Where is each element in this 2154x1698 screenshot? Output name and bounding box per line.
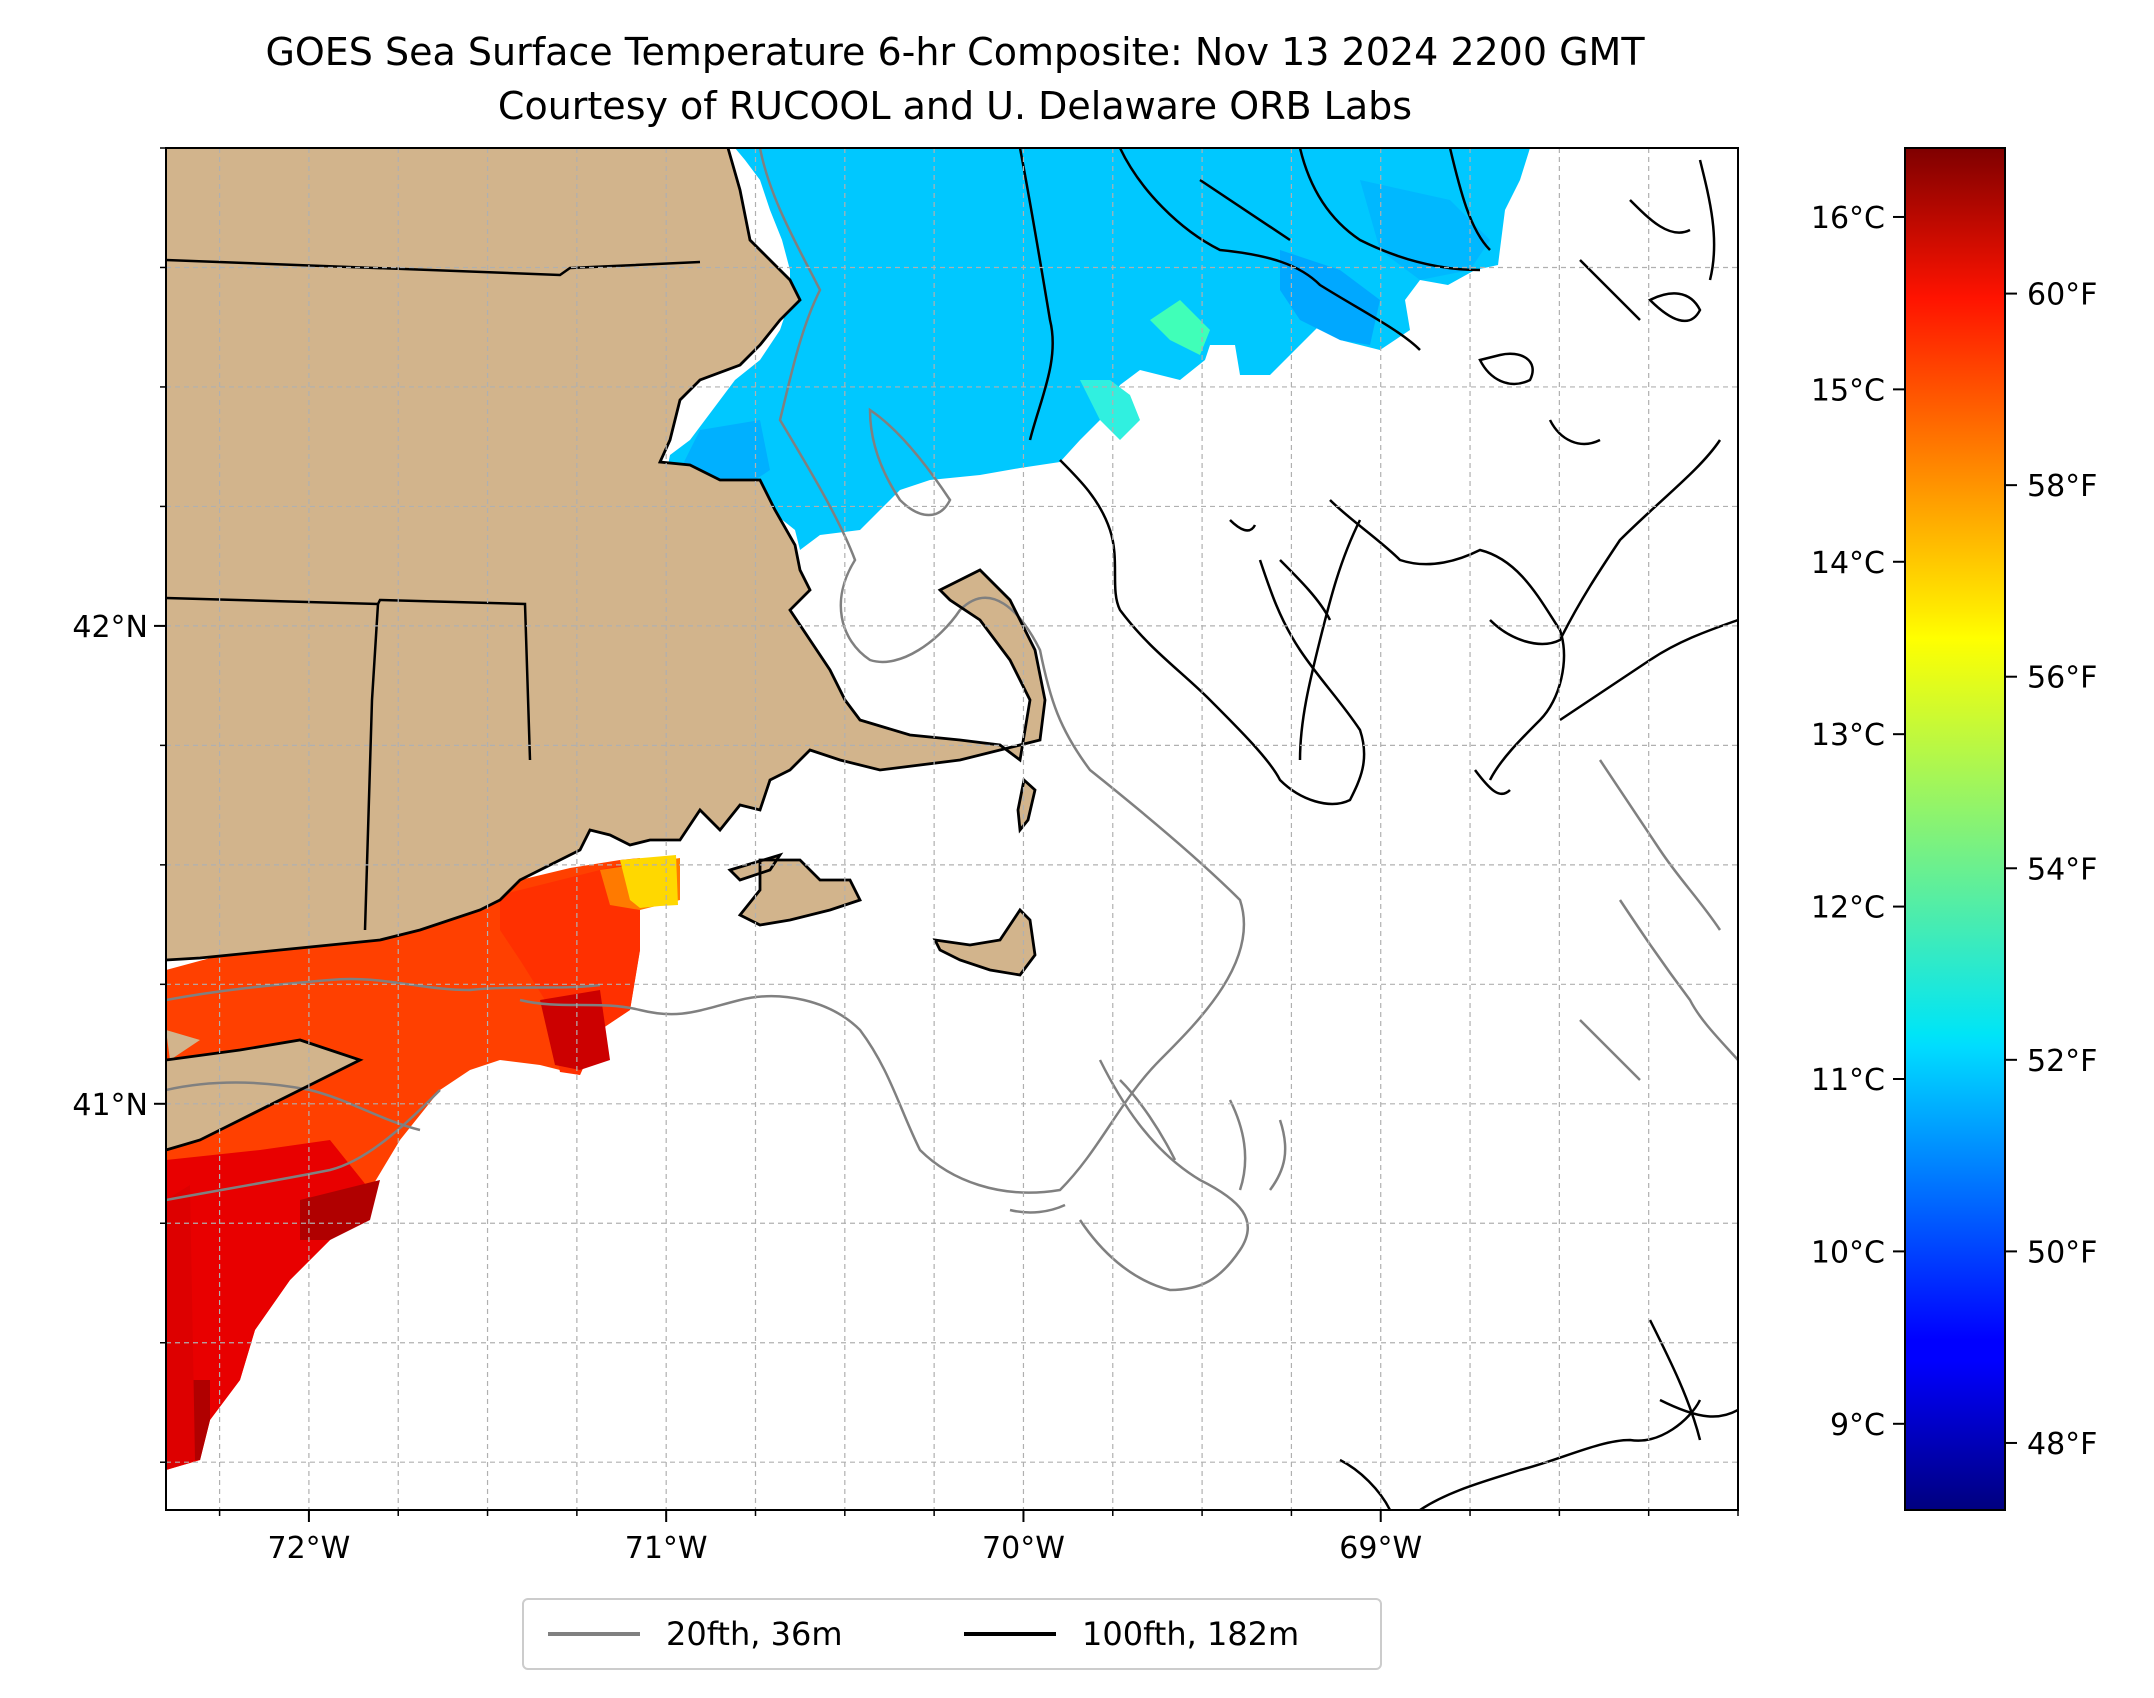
colorbar-celsius-label: 15°C <box>1811 373 1885 408</box>
colorbar-celsius-label: 10°C <box>1811 1235 1885 1270</box>
isobath-legend: 20fth, 36m 100fth, 182m <box>522 1598 1382 1670</box>
isobath-100fth-lines <box>166 148 1738 1510</box>
colorbar-fahrenheit-label: 50°F <box>2027 1235 2097 1270</box>
map-axis-ticks: 72°W 71°W 70°W 69°W 42°N 41°N <box>72 147 1739 1566</box>
legend-item-100fth: 100fth, 182m <box>964 1612 1299 1656</box>
chart-subtitle: Courtesy of RUCOOL and U. Delaware ORB L… <box>497 84 1413 128</box>
colorbar-celsius-label: 14°C <box>1811 546 1885 581</box>
colorbar-celsius-label: 9°C <box>1830 1408 1885 1443</box>
temperature-colorbar: 9°C 10°C 11°C 12°C 13°C 14°C 15°C 16°C 48°F 50°F… <box>1811 147 2097 1511</box>
colorbar-celsius-label: 11°C <box>1811 1063 1885 1098</box>
colorbar-fahrenheit-label: 60°F <box>2027 278 2097 313</box>
colorbar-fahrenheit-label: 54°F <box>2027 852 2097 887</box>
lon-tick-label: 69°W <box>1339 1531 1422 1566</box>
colorbar-fahrenheit-label: 58°F <box>2027 469 2097 504</box>
colorbar-celsius-label: 16°C <box>1811 201 1885 236</box>
map-plot-area <box>166 148 1738 1510</box>
colorbar-celsius-ticks: 9°C 10°C 11°C 12°C 13°C 14°C 15°C 16°C <box>1811 201 1905 1443</box>
chart-title: GOES Sea Surface Temperature 6-hr Compos… <box>265 30 1645 74</box>
colorbar-fahrenheit-label: 52°F <box>2027 1044 2097 1079</box>
lat-tick-label: 42°N <box>72 610 148 645</box>
isobath-20fth-lines <box>166 148 1738 1292</box>
map-frame <box>165 147 1739 1511</box>
lon-tick-label: 70°W <box>982 1531 1065 1566</box>
sst-patch-gulf-of-maine <box>665 148 1530 550</box>
colorbar-fahrenheit-ticks: 48°F 50°F 52°F 54°F 56°F 58°F 60°F <box>2005 278 2097 1462</box>
colorbar-celsius-label: 13°C <box>1811 718 1885 753</box>
legend-label-20fth: 20fth, 36m <box>666 1615 843 1653</box>
graticule-gridlines <box>166 148 1738 1510</box>
legend-item-20fth: 20fth, 36m <box>548 1612 842 1656</box>
sst-patch-southern-shelf <box>166 838 680 1470</box>
lon-tick-label: 71°W <box>625 1531 708 1566</box>
colorbar-fahrenheit-label: 48°F <box>2027 1427 2097 1462</box>
colorbar-fahrenheit-label: 56°F <box>2027 661 2097 696</box>
lat-tick-label: 41°N <box>72 1088 148 1123</box>
legend-swatch-20fth <box>548 1632 640 1636</box>
legend-swatch-100fth <box>964 1632 1056 1636</box>
colorbar-celsius-label: 12°C <box>1811 891 1885 926</box>
colorbar-gradient <box>1904 147 2006 1511</box>
legend-label-100fth: 100fth, 182m <box>1082 1615 1300 1653</box>
lon-tick-label: 72°W <box>267 1531 350 1566</box>
